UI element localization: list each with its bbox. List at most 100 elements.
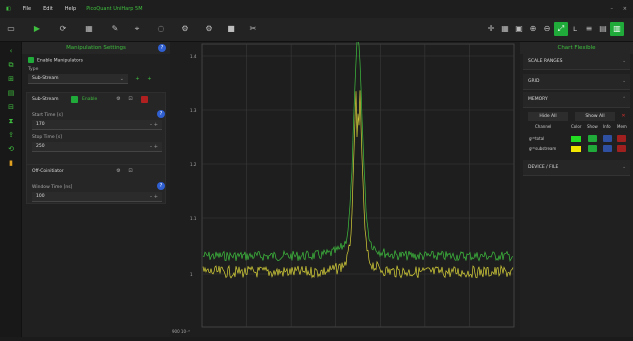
chevron-down-icon: ⌄ bbox=[622, 79, 626, 84]
menu-help[interactable]: Help bbox=[64, 6, 77, 12]
mem-delete-icon[interactable] bbox=[617, 135, 626, 142]
window-section: Off-Coinitiator ⚙ ⊡ Window Time [ns] 100… bbox=[26, 164, 166, 204]
y-tick-labels: 1.4 1.3 1.2 1.1 1 bbox=[190, 54, 197, 277]
correlation-icon[interactable]: ⧗ bbox=[8, 117, 14, 125]
enable-checkbox[interactable] bbox=[28, 57, 34, 63]
panel-toggle-icon[interactable]: ▭ bbox=[7, 24, 15, 33]
stepper-icon[interactable]: – + bbox=[149, 144, 158, 150]
manipulation-icon[interactable]: ▮ bbox=[9, 159, 13, 167]
export-icon[interactable]: ⇪ bbox=[8, 131, 14, 139]
show-checkbox[interactable] bbox=[588, 145, 597, 152]
add-icon[interactable]: + bbox=[135, 76, 140, 82]
gear-icon[interactable]: ⚙ bbox=[205, 24, 213, 33]
grid-view-icon[interactable]: ▦ bbox=[501, 24, 509, 33]
zoom-in-icon[interactable]: ⊕ bbox=[529, 24, 537, 33]
menu-edit[interactable]: Edit bbox=[43, 6, 53, 12]
window-time-input[interactable]: 100 – + bbox=[32, 192, 162, 202]
scale-ranges-section[interactable]: SCALE RANGES ⌄ bbox=[523, 54, 630, 70]
refresh-icon[interactable]: ⟳ bbox=[59, 24, 67, 33]
window-time-label: Window Time [ns] bbox=[32, 185, 73, 190]
chart-settings-title: Chart Flexible bbox=[557, 45, 596, 51]
enable-manipulators[interactable]: Enable Manipulators bbox=[28, 57, 83, 64]
table-icon[interactable]: ▤ bbox=[599, 24, 607, 33]
series-substream bbox=[202, 90, 514, 279]
settings-icon[interactable]: ⚙ bbox=[116, 96, 121, 102]
crosshair-icon[interactable]: ✛ bbox=[487, 24, 495, 33]
panel-title: Manipulation Settings bbox=[66, 45, 126, 51]
start-time-value: 170 bbox=[36, 122, 45, 127]
hide-all-button[interactable]: Hide All bbox=[528, 112, 568, 121]
tool-icon[interactable]: ✎ bbox=[111, 24, 119, 33]
info-icon[interactable] bbox=[603, 135, 612, 142]
plot-grid bbox=[202, 44, 514, 327]
delete-icon[interactable]: ✕ bbox=[621, 113, 626, 119]
show-all-button[interactable]: Show All bbox=[575, 112, 615, 121]
save-icon[interactable]: ■ bbox=[227, 24, 235, 33]
grid-section[interactable]: GRID ⌄ bbox=[523, 74, 630, 90]
y-tick-label: 1.3 bbox=[190, 108, 197, 113]
substream-enable-checkbox[interactable] bbox=[71, 96, 78, 103]
show-checkbox[interactable] bbox=[588, 135, 597, 142]
stop-time-value: 250 bbox=[36, 144, 45, 149]
minimize-icon[interactable]: – bbox=[610, 6, 614, 12]
stop-time-input[interactable]: 250 – + bbox=[32, 142, 162, 152]
histogram-icon[interactable]: ▤ bbox=[7, 89, 15, 97]
linear-scale-icon[interactable]: ≡ bbox=[585, 24, 593, 33]
pipette-icon[interactable]: ⌖ bbox=[134, 24, 140, 33]
chevron-down-icon: ⌄ bbox=[622, 59, 626, 64]
lock-icon[interactable]: ⊡ bbox=[128, 96, 133, 102]
stepper-icon[interactable]: – + bbox=[149, 122, 158, 128]
device-file-section[interactable]: DEVICE / FILE ⌄ bbox=[523, 160, 630, 176]
memory-label: MEMORY bbox=[528, 97, 548, 102]
start-time-input[interactable]: 170 – + bbox=[32, 120, 162, 130]
sync-icon[interactable]: ⟲ bbox=[8, 145, 14, 153]
log-scale-icon[interactable]: ʟ bbox=[572, 24, 578, 33]
wrench-icon[interactable]: ✂ bbox=[249, 24, 257, 33]
play-icon[interactable]: ▶ bbox=[33, 24, 41, 33]
zoom-fit-icon[interactable]: ⤢ bbox=[554, 22, 568, 36]
y-tick-label: 1.4 bbox=[190, 54, 197, 59]
help-icon[interactable]: ? bbox=[158, 44, 166, 52]
filter-icon[interactable]: ⊟ bbox=[8, 103, 14, 111]
enable-label: Enable Manipulators bbox=[37, 58, 83, 64]
window-time-value: 100 bbox=[36, 194, 45, 199]
color-swatch[interactable] bbox=[571, 146, 581, 152]
info-icon[interactable] bbox=[603, 145, 612, 152]
correlation-plot[interactable]: 1.4 1.3 1.2 1.1 1 900 10⁻³ bbox=[170, 38, 520, 337]
settings-icon[interactable]: ⚙ bbox=[116, 168, 121, 174]
type-select[interactable]: Sub-Stream ⌄ bbox=[28, 74, 128, 84]
col-info: Info bbox=[603, 124, 611, 129]
y-tick-label: 1.2 bbox=[190, 162, 197, 167]
col-color: Color bbox=[571, 124, 582, 129]
zoom-out-icon[interactable]: ⊖ bbox=[543, 24, 551, 33]
memory-section[interactable]: MEMORY ⌃ bbox=[523, 92, 630, 108]
measurement-icon[interactable]: ⧉ bbox=[8, 61, 14, 69]
lock-icon[interactable]: ⊡ bbox=[128, 168, 133, 174]
device-file-label: DEVICE / FILE bbox=[528, 165, 559, 170]
y-tick-label: 1.1 bbox=[190, 216, 197, 221]
menu-bar: ◧ File Edit Help PicoQuant UniHarp 5M – … bbox=[0, 0, 633, 18]
g2-title: Off-Coinitiator bbox=[32, 169, 64, 174]
color-swatch[interactable] bbox=[571, 136, 581, 142]
chevron-down-icon: ⌄ bbox=[119, 76, 124, 82]
comment-icon[interactable]: ◌ bbox=[157, 24, 165, 33]
x-axis-label: 900 10⁻³ bbox=[172, 329, 190, 334]
toolbar: ▭ ▶ ⟳ ▦ ✎ ⌖ ◌ ⚙ ⚙ ■ ✂ ✛ ▦ ▣ ⊕ ⊖ ⤢ ʟ ≡ ▤ … bbox=[0, 18, 633, 42]
snapshot-icon[interactable]: ▣ bbox=[515, 24, 523, 33]
menu-file[interactable]: File bbox=[22, 6, 32, 12]
chevron-left-icon[interactable]: ‹ bbox=[9, 47, 13, 55]
mem-delete-icon[interactable] bbox=[617, 145, 626, 152]
close-icon[interactable]: × bbox=[622, 6, 627, 12]
stepper-icon[interactable]: – + bbox=[149, 194, 158, 200]
help-icon[interactable]: ? bbox=[157, 182, 165, 190]
left-icon-strip: ‹ ⧉ ⊞ ▤ ⊟ ⧗ ⇪ ⟲ ▮ bbox=[0, 42, 22, 337]
add-second-icon[interactable]: + bbox=[147, 76, 152, 82]
grid-icon[interactable]: ▦ bbox=[85, 24, 93, 33]
chart-settings-icon[interactable]: ▥ bbox=[610, 22, 624, 36]
settings-icon[interactable]: ⚙ bbox=[181, 24, 189, 33]
help-icon[interactable]: ? bbox=[157, 110, 165, 118]
chart-area[interactable]: 1.4 1.3 1.2 1.1 1 900 10⁻³ bbox=[170, 38, 520, 337]
delete-icon[interactable] bbox=[141, 96, 148, 103]
channels-icon[interactable]: ⊞ bbox=[8, 75, 14, 83]
plot-frame bbox=[201, 43, 515, 328]
